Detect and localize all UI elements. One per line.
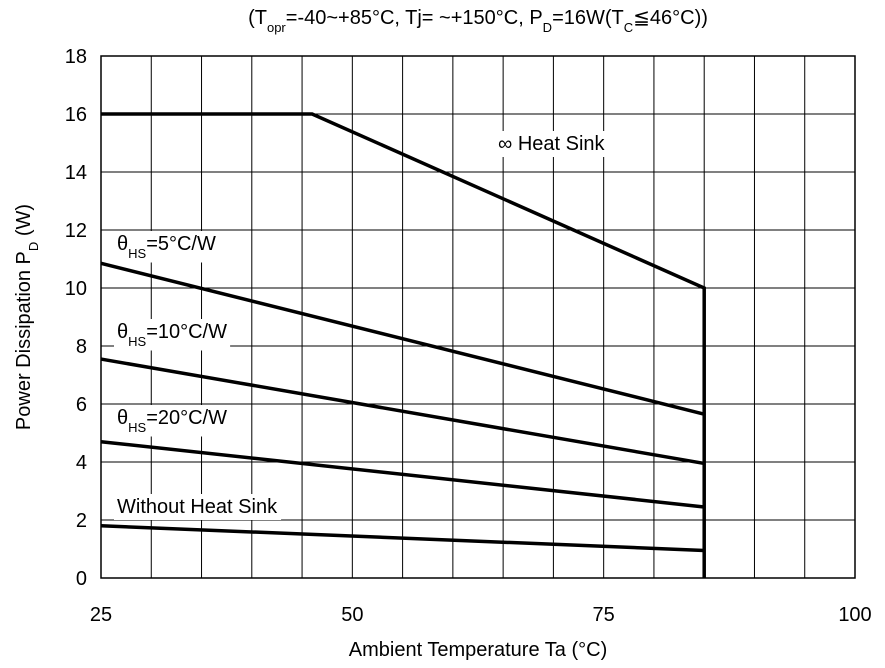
- y-tick-label: 16: [65, 104, 87, 126]
- y-axis-label-part: (W): [13, 204, 35, 242]
- label-background: [114, 231, 219, 263]
- y-tick-label: 14: [65, 162, 87, 184]
- y-tick-label: 18: [65, 46, 87, 68]
- line-series: [100, 357, 705, 466]
- chart-title-part: =16W(T: [552, 7, 624, 29]
- line-series: [100, 524, 705, 553]
- series-label-part: θ: [117, 321, 128, 343]
- chart-title-part: ≦46°C)): [633, 7, 708, 29]
- chart-title: (Topr=-40~+85°C, Tj= ~+150°C, PD=16W(TC≦…: [248, 7, 708, 35]
- chart-title-part: opr: [267, 20, 286, 35]
- x-axis-label: Ambient Temperature Ta (°C): [349, 639, 607, 661]
- y-tick-label: 10: [65, 278, 87, 300]
- chart-title-part: C: [624, 20, 633, 35]
- chart-title-part: (T: [248, 7, 267, 29]
- series-label-part: =5°C/W: [146, 233, 216, 255]
- y-tick-label: 2: [76, 510, 87, 532]
- series-label: θHS=5°C/W: [117, 233, 216, 261]
- series-label: Without Heat Sink: [117, 496, 278, 518]
- series-label-part: HS: [128, 246, 146, 261]
- x-tick-label: 50: [341, 604, 363, 626]
- x-tick-label: 100: [838, 604, 871, 626]
- series-label: θHS=10°C/W: [117, 321, 227, 349]
- chart-title-part: D: [543, 20, 552, 35]
- label-background: [114, 319, 231, 351]
- series-label-part: Without Heat Sink: [117, 496, 278, 518]
- plot-border: [100, 55, 856, 579]
- y-tick-label: 12: [65, 220, 87, 242]
- series-label-part: ∞ Heat Sink: [498, 133, 606, 155]
- x-tick-label: 25: [90, 604, 112, 626]
- chart-title-part: =-40~+85°C, Tj= ~+150°C, P: [286, 7, 543, 29]
- series-label-part: θ: [117, 407, 128, 429]
- line-series: [101, 112, 706, 578]
- series-label-part: =10°C/W: [146, 321, 227, 343]
- x-tick-label: 75: [593, 604, 615, 626]
- y-axis-label: Power Dissipation PD (W): [13, 204, 41, 430]
- line-series: [100, 439, 705, 509]
- series-label-part: HS: [128, 334, 146, 349]
- label-background: [114, 405, 231, 437]
- series-label: ∞ Heat Sink: [498, 133, 606, 155]
- y-tick-label: 4: [76, 452, 87, 474]
- y-tick-label: 0: [76, 568, 87, 590]
- label-background: [114, 494, 282, 520]
- y-axis-label-part: D: [26, 242, 41, 251]
- y-axis-label-part: Power Dissipation P: [13, 251, 35, 430]
- series-label-part: HS: [128, 420, 146, 435]
- series-label-part: θ: [117, 233, 128, 255]
- y-tick-label: 8: [76, 336, 87, 358]
- series-label: θHS=20°C/W: [117, 407, 227, 435]
- series-label-part: =20°C/W: [146, 407, 227, 429]
- y-tick-label: 6: [76, 394, 87, 416]
- label-background: [495, 131, 609, 157]
- line-series: [100, 261, 705, 416]
